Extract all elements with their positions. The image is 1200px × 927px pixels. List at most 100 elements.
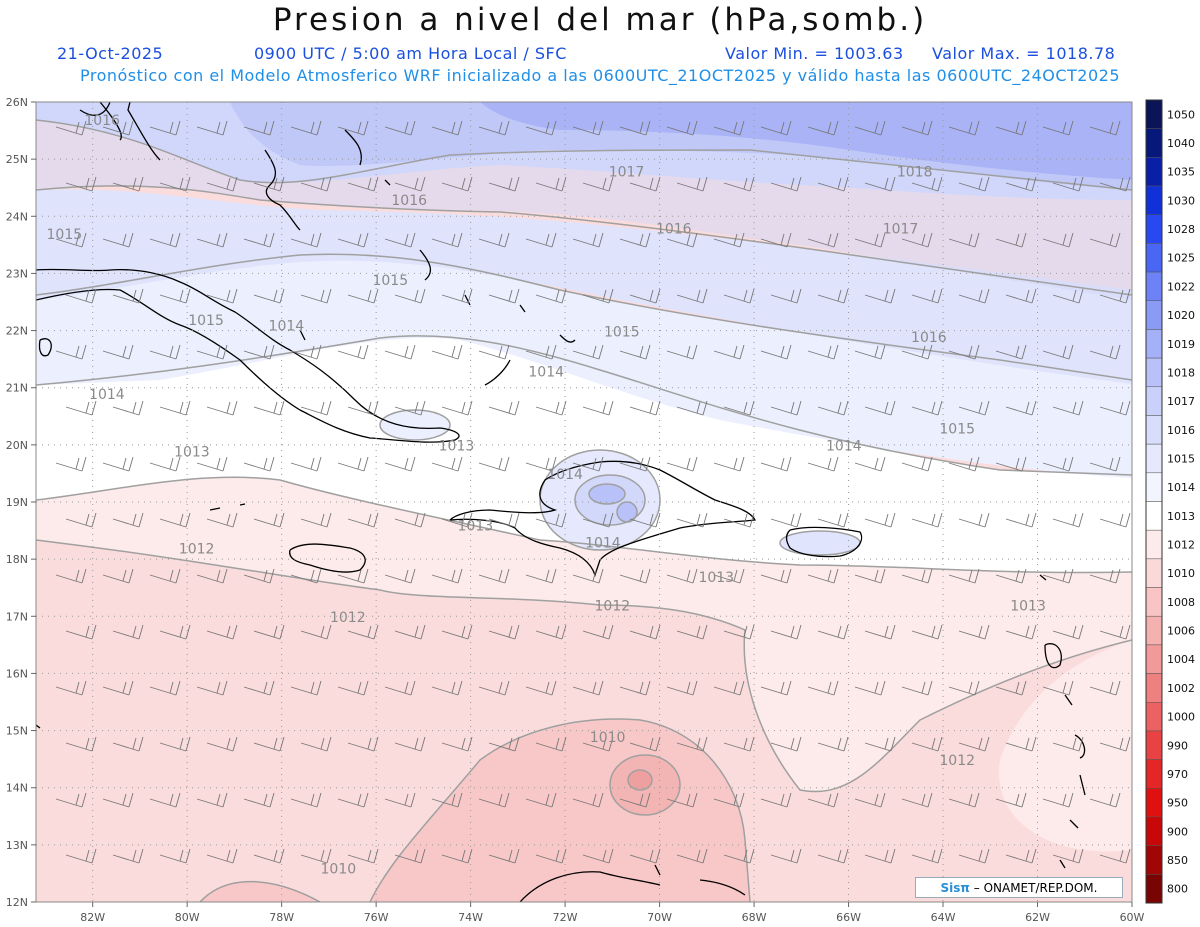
lat-label: 25N (6, 153, 28, 166)
lat-label: 22N (6, 325, 28, 338)
wind-barb (535, 400, 567, 416)
wind-barb (525, 568, 557, 584)
wind-barb (1052, 288, 1084, 304)
wind-barb (431, 232, 463, 248)
wind-barb (770, 400, 802, 416)
wind-barb (666, 120, 698, 136)
wind-barb (911, 736, 943, 752)
lat-label: 15N (6, 725, 28, 738)
wind-barb (431, 344, 463, 360)
contour-label: 1016 (84, 113, 120, 129)
wind-barb (196, 792, 228, 808)
wind-barb (441, 512, 473, 528)
legend-label: 970 (1167, 768, 1188, 781)
wind-barb (770, 624, 802, 640)
lat-label: 12N (6, 896, 28, 909)
wind-barb (864, 624, 896, 640)
wind-barb (488, 176, 520, 192)
wind-barb (572, 456, 604, 472)
wind-barb (149, 232, 181, 248)
wind-barb (807, 568, 839, 584)
wind-barb (911, 400, 943, 416)
wind-barb (347, 624, 379, 640)
legend-label: 1050 (1167, 108, 1195, 121)
wind-barb (1042, 680, 1074, 696)
wind-barb (666, 792, 698, 808)
wind-barb (206, 624, 238, 640)
wind-barb (290, 120, 322, 136)
lat-label: 24N (6, 210, 28, 223)
wind-barb (676, 288, 708, 304)
legend-swatch (1145, 558, 1163, 588)
wind-barb (948, 344, 980, 360)
legend-swatch (1145, 128, 1163, 158)
wind-barb (347, 176, 379, 192)
wind-barb (911, 848, 943, 864)
legend-swatch (1145, 99, 1163, 129)
wind-barb (243, 232, 275, 248)
credit-box: Sisπ – ONAMET/REP.DOM. (915, 877, 1123, 898)
wind-barb (243, 792, 275, 808)
wind-barb (441, 624, 473, 640)
wind-barb (1090, 905, 1120, 919)
wind-barb (535, 288, 567, 304)
legend-label: 1020 (1167, 309, 1195, 322)
wind-barb (770, 736, 802, 752)
wind-barb (243, 680, 275, 696)
wind-barb (713, 120, 745, 136)
wind-barb (948, 568, 980, 584)
lon-label: 60W (1120, 911, 1145, 924)
legend-label: 850 (1167, 854, 1188, 867)
wind-barb (995, 456, 1027, 472)
contour-label: 1017 (609, 164, 645, 180)
wind-barb (206, 400, 238, 416)
wind-barb (1099, 288, 1131, 304)
legend-label: 1010 (1167, 567, 1195, 580)
wind-barb (1099, 848, 1131, 864)
wind-barb (488, 288, 520, 304)
lon-label: 74W (458, 911, 483, 924)
lat-label: 17N (6, 610, 28, 623)
lat-label: 18N (6, 553, 28, 566)
wind-barb (112, 512, 144, 528)
wind-barb (112, 736, 144, 752)
wind-barb (159, 512, 191, 528)
wind-barb (384, 568, 416, 584)
wind-barb (243, 568, 275, 584)
wind-barb (723, 288, 755, 304)
wind-barb (676, 736, 708, 752)
wind-barb (723, 848, 755, 864)
legend-swatch (1145, 788, 1163, 818)
legend-swatch (1145, 759, 1163, 789)
contour-label: 1015 (372, 273, 408, 289)
pressure-shading: 1016 1017 1018 1016 1015 1016 1017 1015 1015 1014… (36, 102, 1132, 919)
contour-label: 1016 (911, 330, 947, 346)
wind-barb (1099, 400, 1131, 416)
wind-barb (431, 792, 463, 808)
legend-label: 1016 (1167, 424, 1195, 437)
contour-label: 1013 (439, 439, 475, 455)
wind-barb (770, 176, 802, 192)
wind-barb (619, 792, 651, 808)
contour-label: 1018 (897, 164, 933, 180)
coastlines (36, 102, 1086, 902)
wind-barb (478, 232, 510, 248)
lon-label: 72W (553, 911, 578, 924)
wind-barb (441, 400, 473, 416)
contour-label: 1015 (188, 313, 224, 329)
forecast-date: 21-Oct-2025 (57, 44, 164, 63)
wind-barb (384, 344, 416, 360)
wind-barb (995, 568, 1027, 584)
wind-barb (911, 288, 943, 304)
map-title: Presion a nivel del mar (hPa,somb.) (272, 2, 928, 38)
wind-barb (1099, 624, 1131, 640)
wind-barb (65, 848, 97, 864)
credit-text: – ONAMET/REP.DOM. (973, 881, 1098, 895)
wind-barb (337, 232, 369, 248)
legend-label: 950 (1167, 797, 1188, 810)
wind-barb (102, 456, 134, 472)
wind-barb (760, 680, 792, 696)
wind-barb (300, 848, 332, 864)
wind-barb (901, 792, 933, 808)
